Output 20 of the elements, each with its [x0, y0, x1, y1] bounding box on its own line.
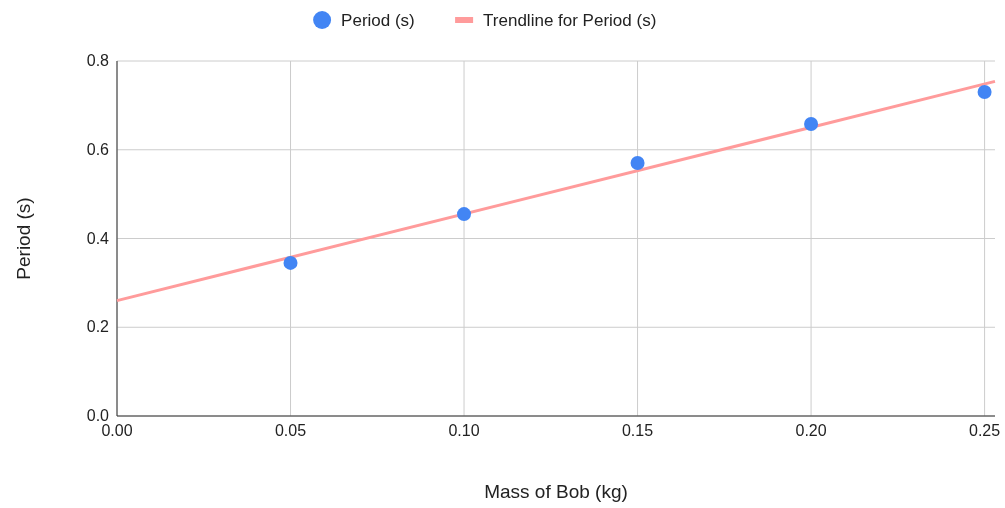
- point: [630, 156, 645, 171]
- legend-label: Period (s): [341, 11, 415, 30]
- point: [283, 255, 298, 270]
- x-tick-label: 0.25: [969, 422, 1001, 439]
- legend-label: Trendline for Period (s): [483, 11, 657, 30]
- x-tick-label: 0.05: [274, 422, 307, 439]
- x-axis-title: Mass of Bob (kg): [484, 481, 628, 502]
- point: [457, 207, 472, 222]
- y-tick-label: 0.6: [86, 140, 110, 158]
- x-tick-label: 0.10: [448, 422, 480, 439]
- point: [977, 85, 992, 100]
- x-tick-label: 0.00: [101, 422, 133, 439]
- y-tick-label: 0.2: [86, 318, 110, 336]
- x-tick-label: 0.15: [621, 422, 654, 439]
- point: [804, 117, 819, 132]
- x-tick-label: 0.20: [795, 422, 827, 439]
- y-tick-label: 0.4: [86, 229, 110, 247]
- y-tick-label: 0.0: [86, 407, 110, 424]
- y-tick-label: 0.8: [86, 52, 110, 69]
- y-axis-title: Period (s): [13, 197, 34, 280]
